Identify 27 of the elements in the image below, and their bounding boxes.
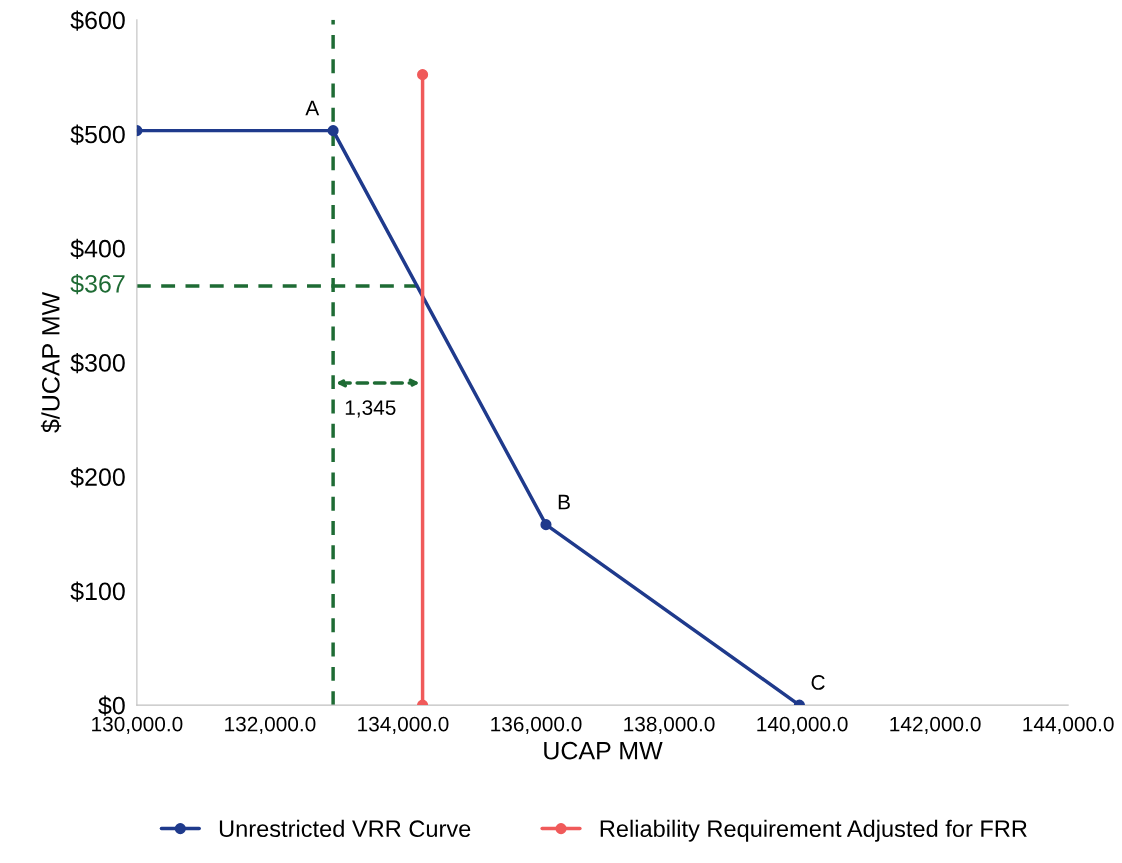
x-tick-label: 142,000.0 (890, 716, 981, 734)
annotation: C (811, 675, 825, 690)
annotation: A (305, 100, 320, 116)
y-tick-label: $0 (98, 695, 125, 716)
y-tick-label: $300 (70, 353, 125, 374)
legend-label: Reliability Requirement Adjusted for FRR (600, 819, 1027, 842)
y-tick-label: $600 (70, 10, 125, 31)
y-tick-label: $500 (70, 124, 125, 145)
ref-line-label: $367 (70, 273, 125, 295)
legend-label: Unrestricted VRR Curve (219, 819, 471, 838)
point (327, 125, 339, 137)
x-tick-label: 132,000.0 (225, 716, 316, 734)
x-tick-label: 138,000.0 (624, 716, 715, 734)
x-tick-label: 144,000.0 (1023, 716, 1114, 734)
y-tick-label: $400 (70, 238, 125, 260)
point (540, 519, 552, 531)
point (417, 69, 429, 81)
x-tick-label: 140,000.0 (757, 716, 848, 734)
y-tick-label: $200 (70, 467, 125, 488)
y-tick-label: $100 (70, 581, 125, 602)
x-tick-label: 134,000.0 (358, 716, 449, 734)
y-axis-title: $/UCAP MW (40, 291, 62, 433)
x-axis-title: UCAP MW (544, 741, 663, 760)
x-tick-label: 130,000.0 (92, 716, 183, 734)
x-tick-label: 136,000.0 (491, 716, 582, 734)
annotation: B (558, 494, 570, 510)
annotation: 1,345 (345, 400, 396, 418)
